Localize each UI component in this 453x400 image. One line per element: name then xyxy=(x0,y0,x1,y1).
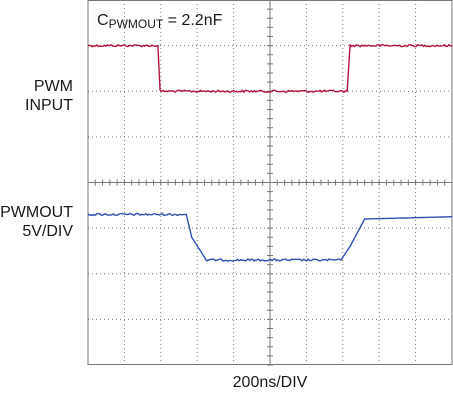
pwmout-label-line2: 5V/DIV xyxy=(22,223,73,240)
pwm-input-trace xyxy=(87,43,453,94)
pwm-input-label-line1: PWM xyxy=(33,78,73,95)
grid xyxy=(87,0,453,366)
capacitance-annotation: CPWMOUT = 2.2nF xyxy=(97,12,223,31)
pwm-input-label: PWM INPUT xyxy=(25,77,73,115)
x-axis-label: 200ns/DIV xyxy=(232,374,308,391)
traces xyxy=(87,43,453,262)
pwmout-label: PWMOUT 5V/DIV xyxy=(0,203,73,241)
pwm-input-label-line2: INPUT xyxy=(25,97,73,114)
pwmout-trace xyxy=(87,212,453,262)
pwmout-label-line1: PWMOUT xyxy=(0,204,73,221)
